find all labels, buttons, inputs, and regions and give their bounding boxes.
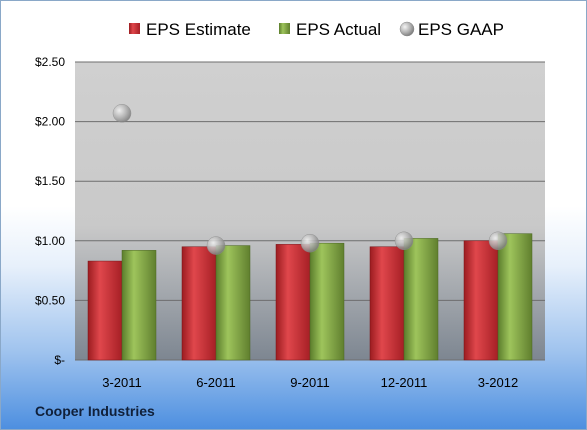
bar-eps-estimate <box>87 260 123 361</box>
legend-swatch <box>399 21 415 37</box>
bar-eps-estimate <box>463 240 499 361</box>
bars <box>87 233 533 361</box>
y-tick-label: $2.00 <box>35 115 65 129</box>
legend-swatch <box>279 23 290 34</box>
y-tick-label: $2.50 <box>35 55 65 69</box>
bar-eps-actual <box>121 250 157 361</box>
legend-label: EPS GAAP <box>418 20 504 39</box>
x-tick-label: 9-2011 <box>290 375 330 390</box>
bar-eps-estimate <box>275 244 311 361</box>
x-tick-label: 12-2011 <box>381 375 428 390</box>
marker-eps-gaap <box>206 236 226 255</box>
bar-eps-actual <box>497 233 533 361</box>
x-tick-label: 6-2011 <box>196 375 236 390</box>
y-tick-label: $1.00 <box>35 234 65 248</box>
gaap-markers <box>112 104 508 255</box>
marker-eps-gaap <box>112 104 132 123</box>
legend: EPS Estimate EPS Actual EPS GAAP <box>129 20 504 39</box>
x-axis-ticks: 3-2011 6-2011 9-2011 12-2011 3-2012 <box>102 375 518 390</box>
legend-label: EPS Actual <box>296 20 381 39</box>
bar-eps-actual <box>403 238 439 361</box>
y-tick-label: $1.50 <box>35 174 65 188</box>
marker-eps-gaap <box>300 233 320 253</box>
bar-eps-actual <box>215 245 251 361</box>
x-tick-label: 3-2012 <box>478 375 518 390</box>
y-tick-label: $- <box>54 353 65 367</box>
legend-swatch <box>129 23 140 34</box>
bar-eps-actual <box>309 242 345 361</box>
x-tick-label: 3-2011 <box>102 375 142 390</box>
legend-label: EPS Estimate <box>146 20 251 39</box>
y-tick-label: $0.50 <box>35 293 65 307</box>
marker-eps-gaap <box>488 231 508 251</box>
bar-eps-estimate <box>369 246 405 361</box>
y-axis-ticks: $2.50 $2.00 $1.50 $1.00 $0.50 $- <box>35 55 65 367</box>
marker-eps-gaap <box>394 231 414 251</box>
bar-eps-estimate <box>181 246 217 361</box>
company-name: Cooper Industries <box>35 403 155 419</box>
